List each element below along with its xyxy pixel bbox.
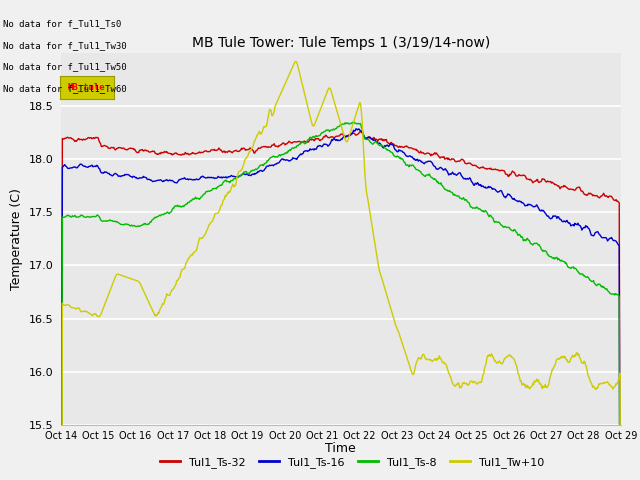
Title: MB Tule Tower: Tule Temps 1 (3/19/14-now): MB Tule Tower: Tule Temps 1 (3/19/14-now…: [191, 36, 490, 50]
Text: No data for f_Tul1_Tw60: No data for f_Tul1_Tw60: [3, 84, 127, 93]
Text: No data for f_Tul1_Tw30: No data for f_Tul1_Tw30: [3, 41, 127, 50]
Text: MB_tule: MB_tule: [68, 84, 106, 92]
Text: No data for f_Tul1_Tw50: No data for f_Tul1_Tw50: [3, 62, 127, 72]
Text: No data for f_Tul1_Ts0: No data for f_Tul1_Ts0: [3, 19, 122, 28]
X-axis label: Time: Time: [325, 443, 356, 456]
Legend: Tul1_Ts-32, Tul1_Ts-16, Tul1_Ts-8, Tul1_Tw+10: Tul1_Ts-32, Tul1_Ts-16, Tul1_Ts-8, Tul1_…: [156, 452, 548, 472]
Y-axis label: Temperature (C): Temperature (C): [10, 188, 23, 290]
